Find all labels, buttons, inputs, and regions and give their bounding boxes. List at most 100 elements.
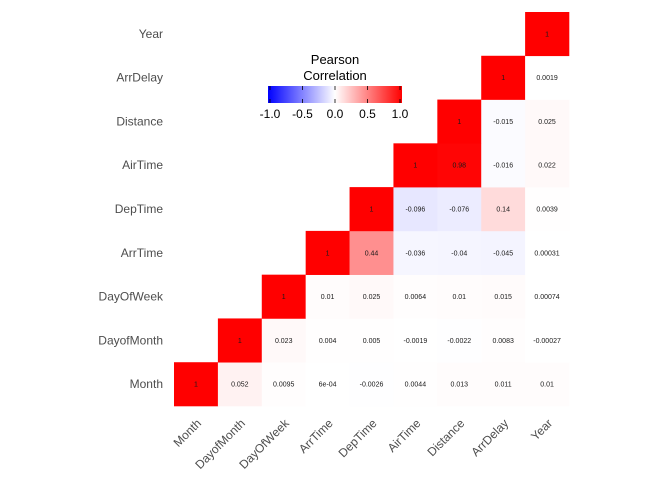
heatmap-cell-label: 0.0095 (273, 382, 295, 389)
heatmap-cell-label: 1 (545, 31, 549, 38)
x-tick-label-deptime: DepTime (336, 416, 380, 460)
heatmap-cell-label: 0.022 (538, 163, 556, 170)
heatmap-cell-arrtime-dayofweek (305, 274, 350, 319)
heatmap-cell-dayofweek-dayofweek (261, 274, 306, 319)
heatmap-cell-label: 1 (413, 163, 417, 170)
x-tick-label-arrdelay: ArrDelay (468, 416, 511, 459)
heatmap-cell-distance-airtime (437, 143, 482, 188)
heatmap-cell-distance-deptime (437, 187, 482, 232)
legend-title-line2: Correlation (303, 68, 367, 83)
heatmap-cell-arrdelay-arrtime (481, 230, 526, 275)
heatmap-cell-distance-dayofmonth (437, 318, 482, 363)
heatmap-cells (174, 12, 570, 407)
heatmap-cell-deptime-arrtime (349, 230, 394, 275)
heatmap-cell-label: 0.0083 (492, 338, 514, 345)
heatmap-cell-label: 0.004 (319, 338, 337, 345)
heatmap-cell-month-month (174, 362, 219, 407)
heatmap-cell-label: 0.005 (363, 338, 381, 345)
heatmap-cell-label: -0.04 (451, 250, 467, 257)
y-tick-label-arrtime: ArrTime (121, 246, 164, 260)
heatmap-cell-airtime-dayofweek (393, 274, 438, 319)
heatmap-cell-label: 0.0064 (405, 294, 427, 301)
heatmap-cell-label: 1 (238, 338, 242, 345)
heatmap-cell-label: -0.076 (449, 207, 469, 214)
heatmap-cell-arrdelay-dayofweek (481, 274, 526, 319)
heatmap-cell-arrdelay-month (481, 362, 526, 407)
heatmap-cell-label: 0.013 (451, 382, 469, 389)
y-tick-label-dayofmonth: DayofMonth (98, 333, 163, 347)
heatmap-cell-airtime-arrtime (393, 230, 438, 275)
legend-tick-label: 0.5 (359, 107, 376, 121)
y-tick-label-deptime: DepTime (115, 202, 164, 216)
heatmap-cell-label: 0.01 (540, 382, 554, 389)
heatmap-cell-label: 6e-04 (319, 382, 337, 389)
heatmap-cell-arrdelay-deptime (481, 187, 526, 232)
heatmap-cell-deptime-dayofweek (349, 274, 394, 319)
heatmap-cell-label: 0.01 (321, 294, 335, 301)
heatmap-cell-distance-distance (437, 99, 482, 144)
heatmap-cell-year-airtime (525, 143, 570, 188)
heatmap-cell-year-month (525, 362, 570, 407)
heatmap-cell-label: 1 (501, 75, 505, 82)
heatmap-cell-label: 0.0044 (405, 382, 427, 389)
heatmap-cell-label: -0.00027 (533, 338, 561, 345)
heatmap-cell-dayofweek-month (261, 362, 306, 407)
heatmap-cell-label: 0.98 (452, 163, 466, 170)
heatmap-cell-distance-month (437, 362, 482, 407)
heatmap-cell-label: 0.023 (275, 338, 293, 345)
heatmap-cell-deptime-dayofmonth (349, 318, 394, 363)
heatmap-cell-year-arrtime (525, 230, 570, 275)
heatmap-cell-arrtime-month (305, 362, 350, 407)
heatmap-cell-label: 1 (326, 250, 330, 257)
heatmap-cell-year-year (525, 12, 570, 57)
heatmap-cell-dayofweek-dayofmonth (261, 318, 306, 363)
heatmap-cell-label: 1 (457, 119, 461, 126)
y-axis: Month DayofMonth DayOfWeek ArrTime DepTime Ai… (98, 27, 164, 391)
y-tick-label-airtime: AirTime (122, 158, 163, 172)
heatmap-cell-label: 0.44 (365, 250, 379, 257)
legend-colorbar (268, 86, 402, 103)
heatmap-cell-label: 0.0019 (536, 75, 558, 82)
y-tick-label-month: Month (130, 377, 163, 391)
heatmap-cell-airtime-deptime (393, 187, 438, 232)
heatmap-cell-arrtime-dayofmonth (305, 318, 350, 363)
heatmap-cell-label: -0.045 (493, 250, 513, 257)
legend: Pearson Correlation -1.0 -0.5 0.0 0.5 1.0 (260, 52, 409, 121)
x-tick-label-arrtime: ArrTime (296, 416, 336, 456)
x-tick-label-year: Year (528, 416, 555, 443)
heatmap-cell-deptime-month (349, 362, 394, 407)
x-tick-label-airtime: AirTime (385, 416, 424, 455)
heatmap-cell-label: 1 (282, 294, 286, 301)
heatmap-cell-airtime-airtime (393, 143, 438, 188)
heatmap-cell-airtime-dayofmonth (393, 318, 438, 363)
heatmap-cell-label: -0.0026 (360, 382, 384, 389)
legend-tick-label: 0.0 (327, 107, 344, 121)
legend-title-line1: Pearson (311, 52, 359, 67)
heatmap-cell-label: 0.011 (495, 382, 512, 389)
y-tick-label-year: Year (139, 27, 163, 41)
legend-tick-label: -1.0 (260, 107, 281, 121)
heatmap-cell-label: -0.015 (493, 119, 513, 126)
heatmap-cell-arrdelay-dayofmonth (481, 318, 526, 363)
heatmap-cell-label: -0.0019 (404, 338, 428, 345)
heatmap-cell-dayofmonth-dayofmonth (217, 318, 263, 363)
heatmap-cell-arrdelay-airtime (481, 143, 526, 188)
heatmap-cell-arrdelay-distance (481, 99, 526, 144)
heatmap-cell-distance-arrtime (437, 230, 482, 275)
heatmap-cell-labels: 1 0.052 0.0095 6e-04 -0.0026 0.0044 0.013 0.011… (194, 31, 561, 388)
heatmap-cell-arrdelay-arrdelay (481, 55, 526, 100)
heatmap-cell-label: -0.016 (493, 163, 513, 170)
heatmap-cell-label: 0.00074 (534, 294, 559, 301)
heatmap-cell-year-arrdelay (525, 55, 570, 100)
heatmap-cell-distance-dayofweek (437, 274, 482, 319)
heatmap-cell-label: -0.096 (405, 207, 425, 214)
heatmap-cell-label: 0.025 (538, 119, 556, 126)
x-tick-label-month: Month (171, 416, 204, 449)
heatmap-cell-label: 0.052 (231, 382, 249, 389)
heatmap-cell-year-deptime (525, 187, 570, 232)
heatmap-cell-year-distance (525, 99, 570, 144)
heatmap-cell-year-dayofweek (525, 274, 570, 319)
x-tick-label-distance: Distance (424, 416, 467, 459)
heatmap-cell-arrtime-arrtime (305, 230, 350, 275)
